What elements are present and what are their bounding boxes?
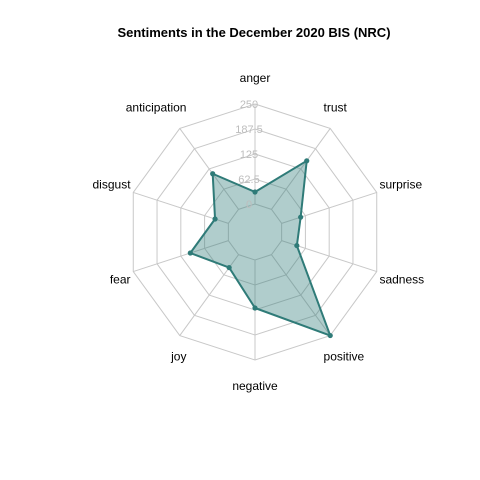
tick-label: 187.5	[235, 124, 263, 136]
category-label-anticipation: anticipation	[126, 100, 187, 114]
chart-title: Sentiments in the December 2020 BIS (NRC…	[117, 25, 390, 40]
category-label-anger: anger	[240, 71, 271, 85]
grid-spoke	[271, 128, 331, 210]
category-label-positive: positive	[324, 350, 365, 364]
data-point-anticipation	[210, 171, 216, 177]
data-point-disgust	[212, 216, 218, 222]
category-label-disgust: disgust	[93, 177, 132, 191]
data-point-positive	[327, 332, 333, 339]
series	[187, 158, 333, 339]
category-label-fear: fear	[110, 273, 131, 287]
data-point-sadness	[294, 242, 300, 249]
grid-spoke	[133, 191, 229, 224]
category-label-negative: negative	[232, 379, 278, 393]
data-point-negative	[252, 305, 258, 311]
series-area	[189, 159, 332, 337]
tick-label: 125	[240, 149, 258, 161]
category-label-joy: joy	[170, 350, 186, 364]
category-label-trust: trust	[324, 100, 348, 114]
grid-spoke	[271, 254, 331, 336]
grid-spoke	[133, 240, 229, 273]
category-label-sadness: sadness	[379, 273, 424, 287]
tick-label: 62.5	[238, 174, 259, 186]
data-point-fear	[187, 250, 193, 256]
category-label-surprise: surprise	[379, 177, 422, 191]
radial-tick-labels: 0 62.5 125 187.5 250	[235, 99, 263, 211]
grid-spoke	[281, 191, 377, 224]
category-labels: anger trust surprise sadness positive negativ…	[93, 71, 425, 393]
data-point-anger	[252, 189, 258, 195]
grid-spoke	[179, 128, 239, 210]
tick-label: 250	[240, 99, 258, 111]
data-point-joy	[226, 264, 232, 271]
data-point-surprise	[298, 214, 304, 220]
data-point-trust	[304, 158, 310, 164]
tick-label: 0	[246, 199, 252, 211]
